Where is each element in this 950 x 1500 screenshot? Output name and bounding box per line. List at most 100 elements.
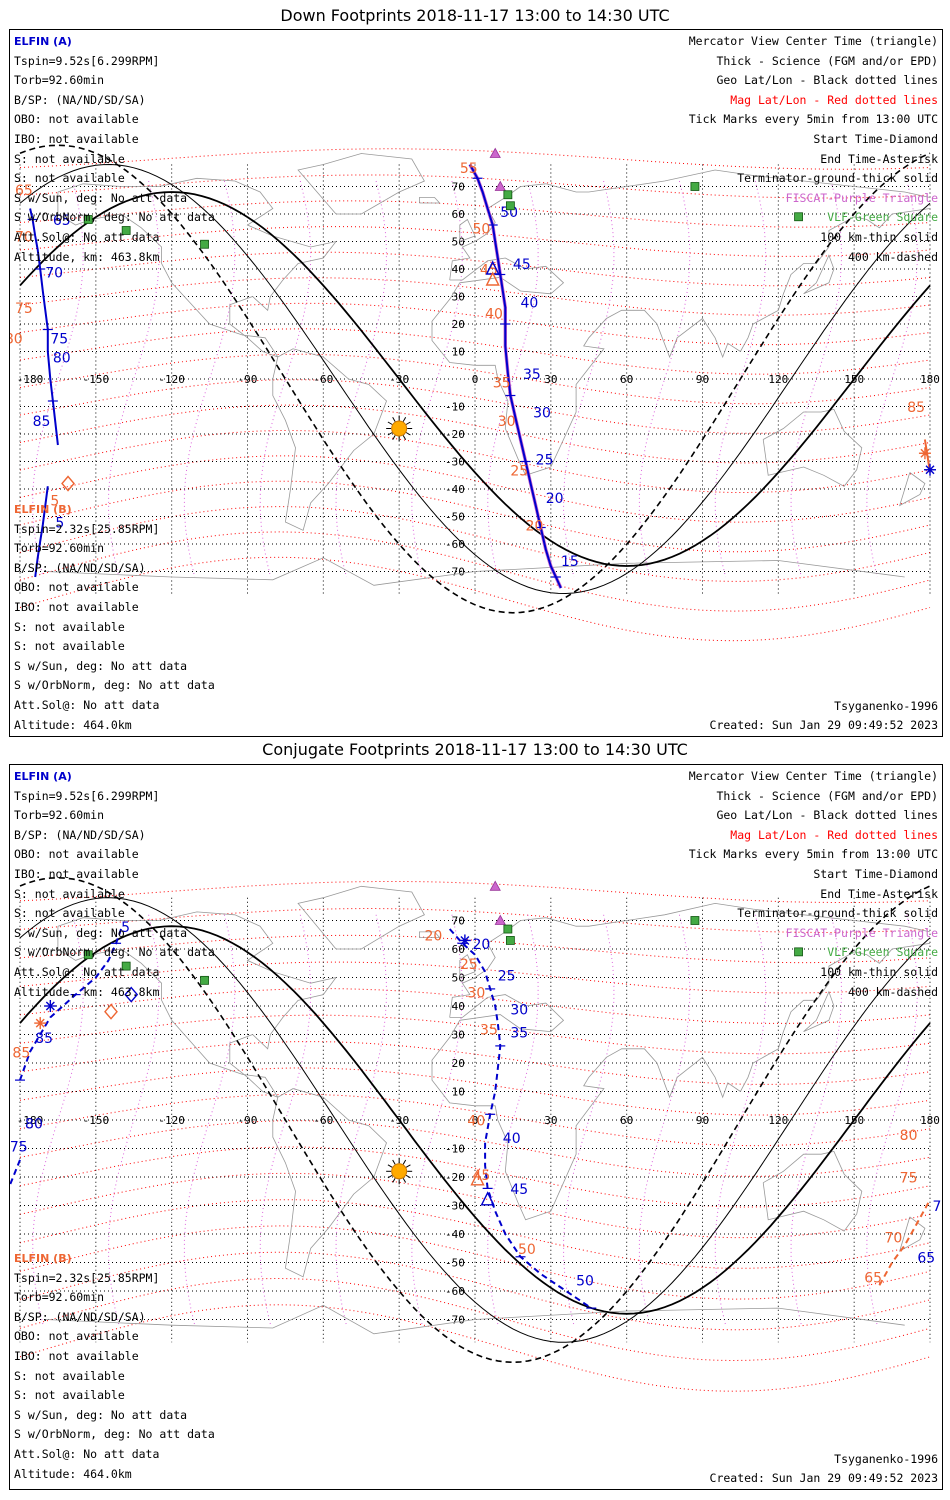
created-timestamp: Created: Sun Jan 29 09:49:52 2023 xyxy=(709,718,938,732)
info-line: Torb=92.60min xyxy=(14,541,105,556)
legend-entry: Geo Lat/Lon - Black dotted lines xyxy=(716,73,938,88)
vlf-square xyxy=(505,201,515,211)
fiscat-triangle xyxy=(494,914,506,925)
coastline xyxy=(45,557,905,586)
mag-lon-line xyxy=(411,914,463,1326)
legend-entry: 400 km-dashed xyxy=(847,249,938,264)
lat-tick-label: -70 xyxy=(445,566,465,579)
info-line: S w/OrbNorm, deg: No att data xyxy=(14,945,215,960)
lat-tick-label: 50 xyxy=(452,972,465,985)
time-tick-label: 50 xyxy=(472,221,490,237)
vlf-square xyxy=(121,226,131,235)
vlf-square xyxy=(200,239,209,249)
time-tick-label: 20 xyxy=(472,937,490,953)
info-line: IBO: not available xyxy=(14,599,139,614)
lon-tick-label: 180 xyxy=(920,1114,940,1127)
mag-lon-line xyxy=(183,914,236,1326)
legend-entry: 100 km-thin solid xyxy=(820,964,938,979)
legend-entry: FISCAT-Purple Triangle xyxy=(785,925,938,940)
lon-tick-label: 90 xyxy=(696,1114,709,1127)
satellite-name: ELFIN (A) xyxy=(14,35,72,48)
terminator-100km xyxy=(19,163,931,595)
lon-tick-label: -90 xyxy=(238,373,258,386)
legend-entry: Terminator-ground-thick solid xyxy=(737,906,938,921)
mag-lon-line xyxy=(108,914,160,1326)
time-tick-label: 45 xyxy=(472,1168,490,1184)
coastline xyxy=(459,218,476,242)
mag-lat-line xyxy=(19,1172,931,1239)
vlf-square xyxy=(690,916,700,925)
vlf-square xyxy=(794,212,803,222)
lon-tick-label: 60 xyxy=(620,1114,633,1127)
info-line: OBO: not available xyxy=(14,580,139,595)
time-tick-label: 80 xyxy=(53,351,71,367)
lat-tick-label: -70 xyxy=(445,1314,465,1327)
mag-lat-line xyxy=(19,1199,931,1269)
lat-tick-label: -30 xyxy=(445,1200,465,1213)
vlf-square xyxy=(503,190,513,200)
elfin-b-info: ELFIN (B) Tspin=2.32s[25.85RPM] Torb=92.60… xyxy=(14,1249,215,1484)
coastline xyxy=(899,472,926,507)
legend-entry: VLF-Green Square xyxy=(827,210,938,225)
time-tick-label: 30 xyxy=(533,406,551,422)
mag-lat-line xyxy=(19,1093,931,1147)
info-line: Att.Sol@: No att data xyxy=(14,1446,160,1461)
info-line: Altitude: 464.0km xyxy=(14,717,132,732)
info-line: Att.Sol@: No att data xyxy=(14,229,160,244)
vlf-square xyxy=(794,947,803,957)
info-line: IBO: not available xyxy=(14,131,139,146)
elfin-a-track xyxy=(469,164,562,589)
time-tick-label: 15 xyxy=(561,554,579,570)
vlf-square xyxy=(83,215,93,224)
time-tick-label: 25 xyxy=(498,968,516,984)
time-tick-label: 35 xyxy=(493,375,511,391)
coastline xyxy=(459,954,476,978)
terminator-400km xyxy=(19,144,931,614)
lat-tick-label: 40 xyxy=(452,263,465,276)
satellite-name: ELFIN (A) xyxy=(14,770,72,783)
mag-lon-line xyxy=(866,914,918,1326)
vlf-square xyxy=(690,182,700,191)
mag-lat-line xyxy=(19,988,931,1024)
mag-lat-line xyxy=(19,1014,931,1055)
mag-lon-line xyxy=(790,914,842,1326)
legend-entry: Start Time-Diamond xyxy=(813,866,938,881)
coastline xyxy=(803,990,835,1032)
sun-icon xyxy=(386,1158,413,1185)
start-time-diamond xyxy=(104,1003,118,1020)
legend-entry: Terminator-ground-thick solid xyxy=(737,171,938,186)
elfin-a-track xyxy=(10,1159,21,1188)
mag-lat-line xyxy=(19,961,931,994)
start-time-diamond xyxy=(61,475,75,492)
coastline xyxy=(803,254,835,295)
lat-tick-label: -60 xyxy=(445,1285,465,1298)
coastline xyxy=(449,902,931,1018)
lat-tick-label: -50 xyxy=(445,511,465,524)
time-tick-label: 75 xyxy=(15,301,33,317)
time-tick-label: 85 xyxy=(907,400,925,416)
time-tick-label: 5 xyxy=(121,920,130,936)
info-line: Tspin=2.32s[25.85RPM] xyxy=(14,1270,160,1285)
coastline xyxy=(297,885,425,950)
lat-tick-label: -40 xyxy=(445,483,465,496)
lat-tick-label: -20 xyxy=(445,428,465,441)
info-line: Tspin=2.32s[25.85RPM] xyxy=(14,521,160,536)
info-line: Torb=92.60min xyxy=(14,73,105,88)
lon-tick-label: 30 xyxy=(544,373,557,386)
lat-tick-label: 30 xyxy=(452,291,465,304)
lat-tick-label: -10 xyxy=(445,1143,465,1156)
map-title: Down Footprints 2018-11-17 13:00 to 14:3… xyxy=(280,6,670,25)
coastline xyxy=(899,1216,926,1252)
legend-entry: Mag Lat/Lon - Red dotted lines xyxy=(730,92,938,107)
coastline xyxy=(449,169,931,281)
center-time-triangle xyxy=(485,271,500,286)
mag-lon-line xyxy=(259,914,312,1326)
time-tick-label: 35 xyxy=(510,1025,528,1041)
info-line: S: not available xyxy=(14,619,125,634)
lon-tick-label: -150 xyxy=(83,1114,110,1127)
time-tick-label: 35 xyxy=(523,367,541,383)
time-tick-label: 65 xyxy=(917,1251,935,1267)
fiscat-triangle xyxy=(489,880,501,891)
end-time-asterisk xyxy=(920,448,930,458)
info-line: B/SP: (NA/ND/SD/SA) xyxy=(14,827,146,842)
